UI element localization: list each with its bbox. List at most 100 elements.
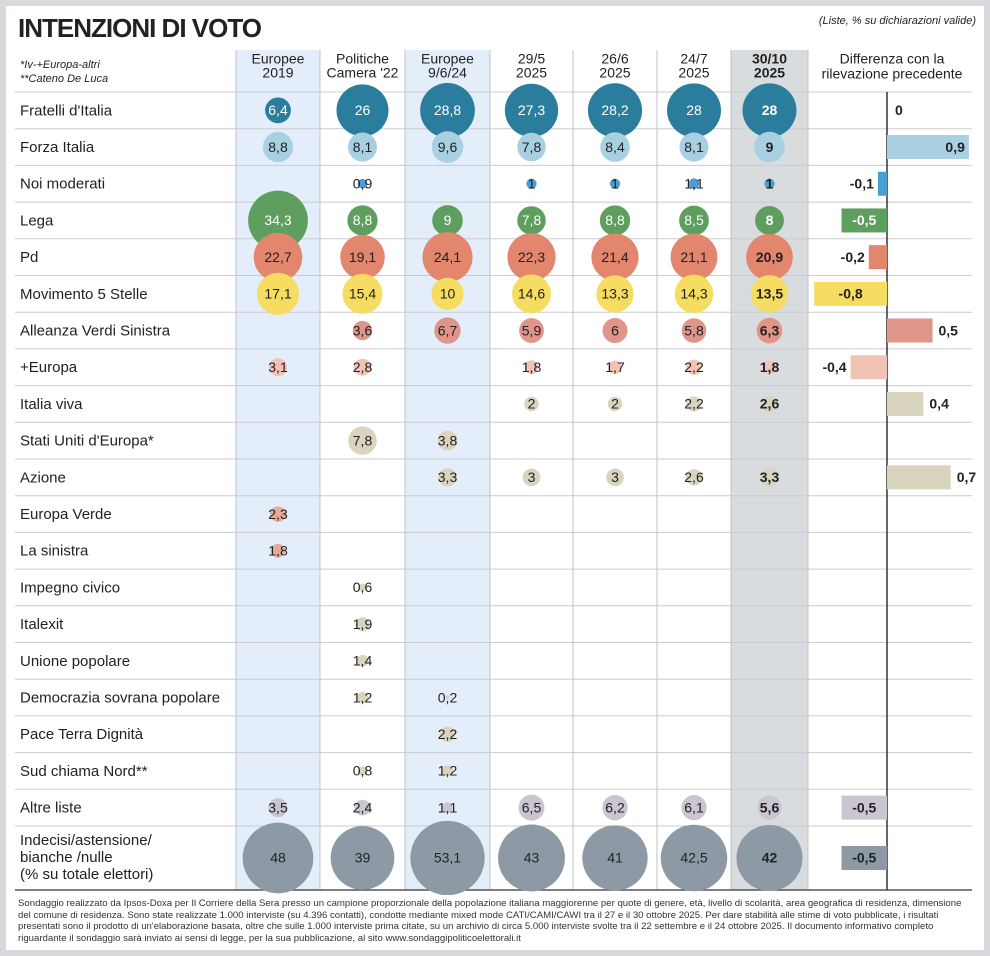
bubble xyxy=(353,358,372,376)
bubble xyxy=(330,826,395,890)
bubble xyxy=(347,205,378,236)
bubble xyxy=(498,824,565,892)
value-label: 2,2 xyxy=(438,726,458,742)
value-label: 22,7 xyxy=(264,249,291,265)
bubble xyxy=(270,506,286,522)
background xyxy=(15,50,972,891)
row-label: Italexit xyxy=(20,616,64,633)
bubble xyxy=(347,132,378,162)
value-label: 0,6 xyxy=(353,579,373,595)
value-label: 15,4 xyxy=(349,286,376,302)
bubble xyxy=(674,274,714,314)
chart-title: INTENZIONI DI VOTO xyxy=(18,13,262,43)
diff-bar xyxy=(868,245,887,270)
value-label: 28,2 xyxy=(601,102,628,118)
diff-title: Differenza con la xyxy=(840,51,945,67)
bubble xyxy=(517,206,546,235)
bubble xyxy=(761,395,778,413)
bubble xyxy=(754,131,785,163)
value-label: 6,5 xyxy=(522,799,542,815)
value-label: 42,5 xyxy=(680,850,707,866)
value-label: 3,6 xyxy=(353,322,373,338)
bubble xyxy=(679,205,709,236)
value-label: 5,9 xyxy=(522,322,542,338)
row-label: Europa Verde xyxy=(20,506,112,523)
bubble xyxy=(248,190,308,251)
bubble xyxy=(522,468,541,487)
value-label: 21,1 xyxy=(680,249,707,265)
value-label: 13,5 xyxy=(756,286,783,302)
bubble xyxy=(348,426,377,455)
value-label: 3 xyxy=(611,469,619,485)
bubble xyxy=(420,82,475,138)
bubble xyxy=(437,430,458,451)
value-label: 24,1 xyxy=(434,249,461,265)
value-label: 2,4 xyxy=(353,799,373,815)
row-label: La sinistra xyxy=(20,543,89,560)
value-label: 1,1 xyxy=(684,175,704,191)
value-label: 3,3 xyxy=(438,469,458,485)
column-header: 9/6/24 xyxy=(428,65,467,81)
value-label: 1,9 xyxy=(353,616,373,632)
diff-title: rilevazione precedente xyxy=(822,66,963,82)
column-header: Europee xyxy=(421,51,474,67)
bubble xyxy=(599,205,631,236)
bubble xyxy=(686,396,702,412)
bubble xyxy=(512,274,551,314)
diff-label: -0,2 xyxy=(841,249,865,265)
value-label: 3,3 xyxy=(760,469,780,485)
diff-label: 0 xyxy=(895,102,903,118)
value-label: 9 xyxy=(444,212,452,228)
value-label: 8,8 xyxy=(353,212,373,228)
value-label: 0,8 xyxy=(353,763,373,779)
value-label: 8 xyxy=(766,212,774,228)
bubble xyxy=(591,233,639,281)
row-label: Stati Uniti d'Europa* xyxy=(20,433,154,450)
bubble xyxy=(357,178,368,189)
value-label: 6,2 xyxy=(605,799,625,815)
bubble xyxy=(262,131,294,163)
value-label: 14,3 xyxy=(680,286,707,302)
note: **Cateno De Luca xyxy=(20,73,108,85)
value-label: 21,4 xyxy=(601,249,628,265)
value-label: 1,4 xyxy=(353,653,373,669)
diff-label: -0,5 xyxy=(852,850,876,866)
bubble xyxy=(607,396,623,412)
bubble xyxy=(736,824,803,892)
bubble xyxy=(355,617,370,632)
row-label: Italia viva xyxy=(20,396,83,413)
bubble xyxy=(517,132,546,162)
value-label: 2 xyxy=(611,396,619,412)
bubble xyxy=(681,318,707,343)
value-label: 8,1 xyxy=(684,139,704,155)
value-label: 1,1 xyxy=(438,799,458,815)
value-label: 1,2 xyxy=(438,763,458,779)
row-label: Noi moderati xyxy=(20,176,105,193)
column-header: Politiche xyxy=(336,51,389,67)
column-header: 2025 xyxy=(599,65,630,81)
chart: INTENZIONI DI VOTO (Liste, % su dichiara… xyxy=(15,13,977,895)
diff-label: 0,7 xyxy=(957,469,977,485)
bubble xyxy=(336,84,389,137)
bubble xyxy=(438,468,457,487)
value-label: 6,1 xyxy=(684,799,704,815)
bubble xyxy=(340,234,385,280)
value-label: 2,6 xyxy=(684,469,704,485)
value-label: 5,8 xyxy=(684,322,704,338)
bubble xyxy=(342,273,383,314)
value-label: 28,8 xyxy=(434,102,461,118)
diff-bar xyxy=(887,318,933,343)
diff-bar xyxy=(887,391,924,416)
value-label: 1,2 xyxy=(353,689,373,705)
column-header: 2025 xyxy=(754,65,785,81)
bubble xyxy=(441,765,454,777)
bubble xyxy=(686,359,702,375)
bubble xyxy=(431,131,464,163)
value-label: 10 xyxy=(440,286,456,302)
value-label: 2,2 xyxy=(684,396,704,412)
column-header: Camera '22 xyxy=(327,65,399,81)
column-header: 24/7 xyxy=(680,51,707,67)
value-label: 39 xyxy=(355,850,371,866)
bubble xyxy=(670,233,718,281)
